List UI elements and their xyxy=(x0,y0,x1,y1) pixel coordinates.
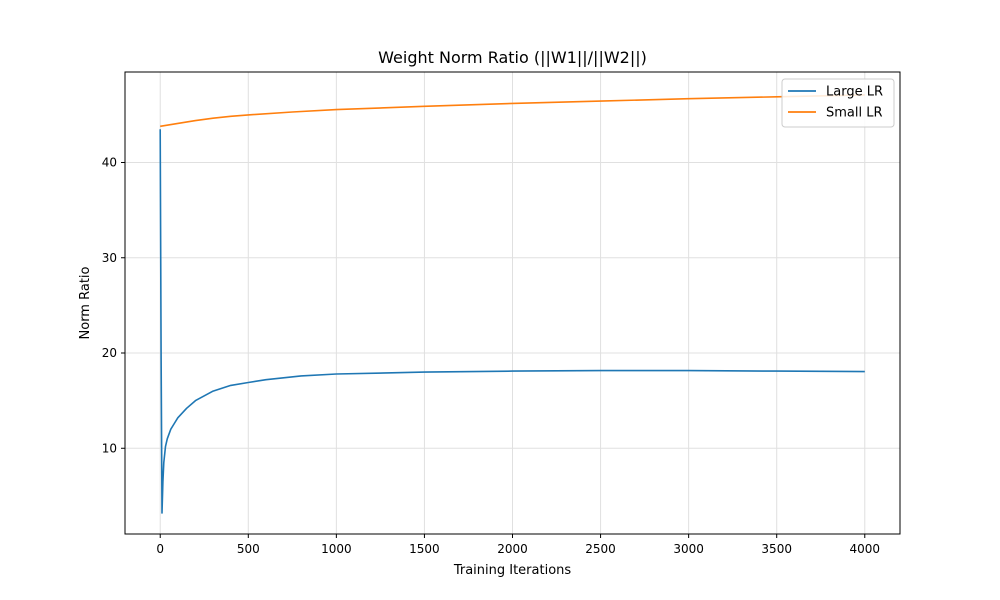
x-tick-label: 3000 xyxy=(673,542,704,556)
x-tick-label: 1000 xyxy=(321,542,352,556)
y-tick-label: 10 xyxy=(102,441,117,455)
chart-title: Weight Norm Ratio (||W1||/||W2||) xyxy=(378,48,647,67)
series-layer xyxy=(159,94,865,514)
x-axis-label: Training Iterations xyxy=(453,563,572,578)
x-tick-label: 4000 xyxy=(849,542,880,556)
legend-label: Large LR xyxy=(826,85,883,100)
x-axis: 0 500 1000 1500 2000 2500 3000 3500 4000 xyxy=(156,534,880,556)
x-tick-label: 500 xyxy=(237,542,260,556)
y-tick-label: 40 xyxy=(102,155,117,169)
x-tick-label: 3500 xyxy=(761,542,792,556)
grid xyxy=(125,72,900,534)
x-tick-label: 2000 xyxy=(497,542,528,556)
series-line-small-lr xyxy=(160,94,865,128)
legend: Large LR Small LR xyxy=(781,78,895,128)
y-axis: 10 20 30 40 xyxy=(102,155,125,455)
x-tick-label: 0 xyxy=(156,542,164,556)
x-tick-label: 2500 xyxy=(585,542,616,556)
y-axis-label: Norm Ratio xyxy=(78,266,93,339)
legend-label: Small LR xyxy=(826,106,883,121)
y-tick-label: 30 xyxy=(102,251,117,265)
series-line-large-lr xyxy=(159,129,865,514)
x-tick-label: 1500 xyxy=(409,542,440,556)
y-tick-label: 20 xyxy=(102,346,117,360)
